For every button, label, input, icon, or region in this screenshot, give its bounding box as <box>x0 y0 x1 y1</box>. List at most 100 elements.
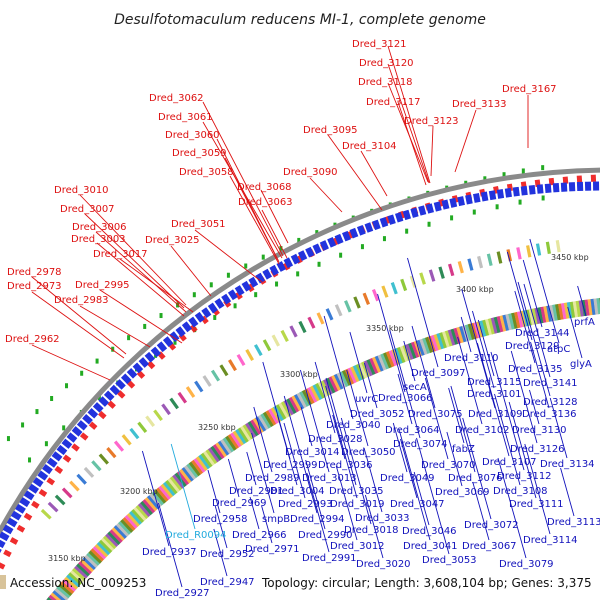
feature-bar <box>361 361 371 378</box>
leader-line <box>514 290 536 364</box>
feature-bar <box>212 444 225 459</box>
leader-line <box>283 422 306 499</box>
feature-bar <box>372 356 382 373</box>
marker-dot <box>143 323 147 329</box>
gene-label: Dred_3079 <box>499 559 554 570</box>
scale-tick-label: 3400 kbp <box>456 285 494 294</box>
feature-bar <box>552 304 558 321</box>
feature-bar <box>537 307 544 324</box>
gene-label: Dred_2995 <box>75 280 130 291</box>
feature-bar <box>516 247 522 260</box>
feature-bar <box>502 314 510 331</box>
feature-bar <box>493 316 501 334</box>
feature-bar <box>381 285 389 298</box>
feature-bar <box>88 550 103 564</box>
leader-line <box>300 406 313 447</box>
leader-line <box>158 502 183 588</box>
marker-dot <box>28 457 32 463</box>
feature-bar <box>153 489 167 504</box>
leader-line <box>389 329 421 439</box>
marker-dot <box>518 199 522 205</box>
leader-line <box>506 251 533 341</box>
feature-bar <box>286 398 297 414</box>
gene-label: Dred_3040 <box>326 420 381 431</box>
feature-bar <box>100 537 115 552</box>
feature-bar <box>477 255 484 269</box>
feature-bar <box>76 473 87 485</box>
scale-tick-label: 3150 kbp <box>48 554 86 563</box>
marker-dot <box>405 228 409 234</box>
gene-label: Dred_3019 <box>330 499 385 510</box>
gene-label: Dred_3144 <box>515 328 570 339</box>
leader-line <box>170 443 196 530</box>
leader-line <box>413 471 430 526</box>
gene-label: Dred_3114 <box>523 535 578 546</box>
gene-label: Dred_3052 <box>350 409 405 420</box>
marker-dot <box>450 215 454 221</box>
feature-bar <box>453 327 462 344</box>
gene-label: Dred_3107 <box>482 457 537 468</box>
gene-label: Dred_2927 <box>155 588 210 599</box>
feature-bar <box>459 326 467 343</box>
leader-line <box>477 319 495 377</box>
feature-bar <box>438 266 445 279</box>
feature-bar <box>396 346 406 363</box>
feature-bar <box>90 548 105 562</box>
feature-bar <box>439 332 448 349</box>
feature-bar <box>185 386 196 398</box>
feature-bar <box>153 409 163 422</box>
feature-bar <box>203 450 216 466</box>
feature-bar <box>316 312 325 325</box>
feature-bar <box>240 425 252 441</box>
feature-bar <box>228 359 237 372</box>
feature-bar <box>341 369 352 386</box>
gene-label: Dred_3036 <box>318 460 373 471</box>
feature-bar <box>350 366 360 383</box>
feature-bar <box>514 311 521 329</box>
marker-dot <box>95 358 99 364</box>
marker-dot <box>50 396 54 402</box>
feature-bar <box>298 320 307 334</box>
gene-label: glyA <box>570 359 592 370</box>
gene-label: Dred_2937 <box>142 547 197 558</box>
feature-bar <box>194 380 204 393</box>
feature-bar <box>111 527 125 541</box>
feature-bar <box>50 592 65 600</box>
feature-bar <box>363 360 374 377</box>
gene-label: Dred_3111 <box>509 499 564 510</box>
feature-bar <box>124 514 138 529</box>
feature-bar <box>70 569 85 583</box>
scale-labels: 3150 kbp 3200 kbp 3250 kbp 3300 kbp 3350… <box>48 253 589 563</box>
genome-backbone <box>0 167 600 537</box>
feature-bar <box>265 410 277 426</box>
feature-bar <box>405 343 414 360</box>
feature-bar <box>162 481 176 497</box>
leader-line <box>450 385 476 473</box>
marker-dot <box>62 425 66 431</box>
feature-bar <box>121 434 132 446</box>
gene-label: Dred_2991 <box>302 553 357 564</box>
marker-dot <box>502 172 506 178</box>
feature-bar <box>325 377 336 394</box>
feature-bar <box>113 525 128 539</box>
scale-tick-label: 3350 kbp <box>366 324 404 333</box>
feature-bar <box>336 372 347 389</box>
leader-line <box>253 406 273 473</box>
gene-label: Dred_3066 <box>378 393 433 404</box>
feature-bar <box>107 531 121 545</box>
feature-bar <box>126 512 140 527</box>
gene-label: Dred_3113 <box>547 517 600 528</box>
feature-bar <box>374 355 384 372</box>
feature-bar <box>76 563 91 577</box>
feature-bar <box>278 402 290 419</box>
leader-line <box>397 373 413 425</box>
leader-line <box>457 336 483 425</box>
leader-line <box>529 238 560 344</box>
feature-bar <box>383 352 392 369</box>
leader-line <box>325 377 357 486</box>
gene-label: Dred_3075 <box>408 409 463 420</box>
leader-line <box>346 369 369 447</box>
gene-label: Dred_2978 <box>7 267 62 278</box>
leader-line <box>349 331 368 394</box>
feature-bar <box>549 304 556 322</box>
